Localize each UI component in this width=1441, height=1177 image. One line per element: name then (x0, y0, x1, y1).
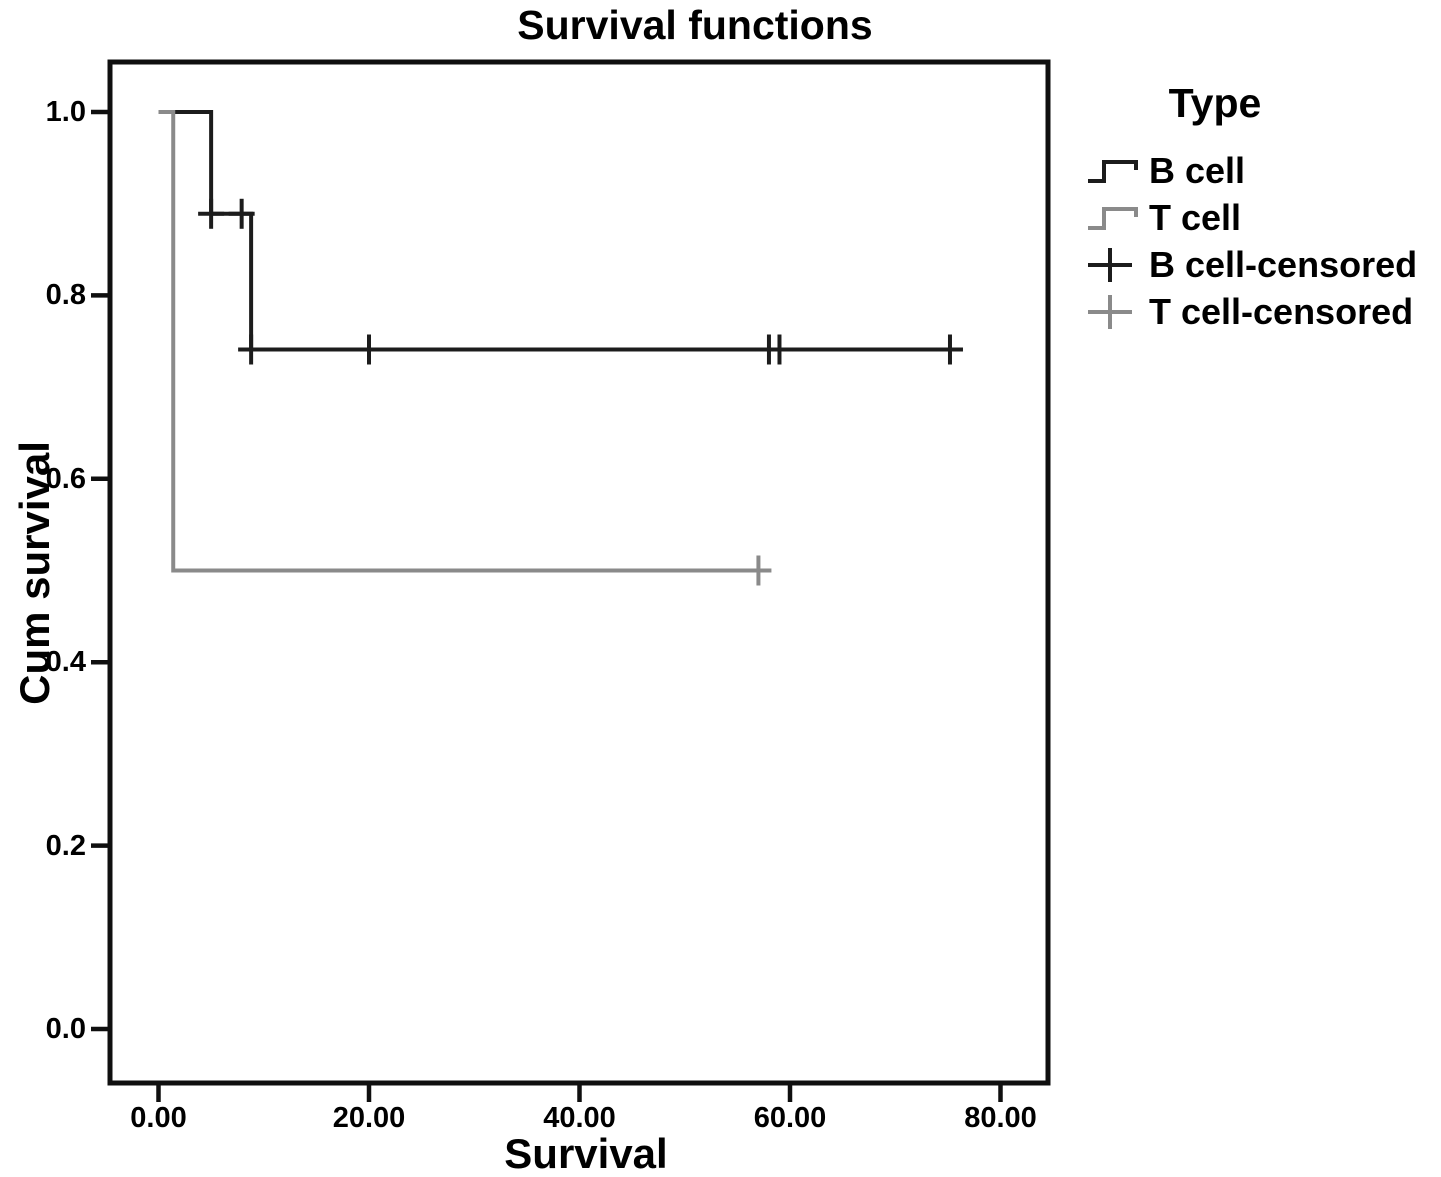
y-axis-tick-label: 0.0 (45, 1013, 86, 1045)
legend-item-label: B cell-censored (1149, 243, 1418, 285)
y-axis-tick-label: 0.2 (45, 829, 86, 862)
legend: B cell T cell B cell-censored T cell-censor… (1085, 147, 1417, 335)
step-line-icon (1088, 206, 1138, 230)
x-axis-tick-label: 0.00 (130, 1102, 187, 1134)
legend-item: B cell (1085, 147, 1417, 194)
y-axis-tick-label: 0.6 (45, 462, 86, 495)
legend-item-label: T cell (1149, 196, 1242, 238)
y-axis-tick-label: 0.4 (45, 646, 86, 679)
legend-item: T cell-censored (1085, 288, 1417, 335)
t-cell-curve (158, 110, 759, 573)
chart-title: Survival functions (517, 2, 873, 48)
x-axis-tick-label: 60.00 (753, 1102, 827, 1134)
x-axis-tick-label: 20.00 (332, 1102, 406, 1134)
x-axis-tick-label: 40.00 (543, 1102, 616, 1134)
plus-censored-icon (1088, 294, 1132, 329)
legend-item-label: B cell (1149, 149, 1246, 191)
legend-item-label: T cell-censored (1149, 290, 1414, 332)
legend-item: B cell-censored (1085, 241, 1417, 288)
x-axis-tick-label: 80.00 (964, 1102, 1037, 1134)
legend-item: T cell (1085, 194, 1417, 241)
plus-censored-icon (1088, 247, 1132, 282)
y-axis-tick-label: 0.8 (45, 279, 86, 312)
step-line-icon (1088, 159, 1138, 183)
y-axis-tick-label: 1.0 (45, 96, 86, 128)
b-cell-curve (158, 110, 950, 352)
x-axis-title: Survival (504, 1130, 668, 1177)
legend-title: Type (1168, 80, 1262, 126)
